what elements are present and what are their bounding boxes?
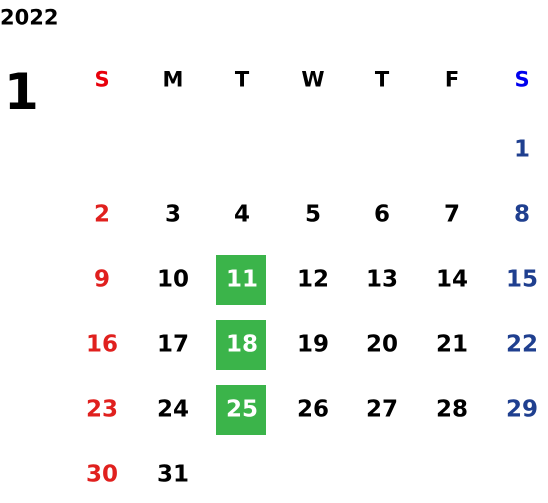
day: 19 <box>296 331 330 358</box>
day: 15 <box>505 266 539 293</box>
day: 27 <box>365 396 399 423</box>
weekday-header: T <box>234 67 250 92</box>
year: 2022 <box>0 5 59 30</box>
day: 23 <box>85 396 119 423</box>
day: 11 <box>225 266 259 293</box>
weekday-header: T <box>374 67 390 92</box>
day: 28 <box>435 396 469 423</box>
day: 5 <box>304 201 322 228</box>
day: 9 <box>93 266 111 293</box>
day: 20 <box>365 331 399 358</box>
day: 24 <box>156 396 190 423</box>
highlight-box <box>216 255 266 305</box>
day: 25 <box>225 396 259 423</box>
day: 7 <box>443 201 461 228</box>
highlight-box <box>216 320 266 370</box>
month: 1 <box>4 63 39 121</box>
weekday-header: S <box>94 67 110 92</box>
day: 14 <box>435 266 469 293</box>
highlight-box <box>216 385 266 435</box>
day: 16 <box>85 331 119 358</box>
day: 4 <box>233 201 251 228</box>
weekday-header: M <box>162 67 184 92</box>
day: 26 <box>296 396 330 423</box>
day: 8 <box>513 201 531 228</box>
day: 31 <box>156 461 190 488</box>
day: 10 <box>156 266 190 293</box>
day: 2 <box>93 201 111 228</box>
day: 18 <box>225 331 259 358</box>
day: 30 <box>85 461 119 488</box>
day: 1 <box>513 136 531 163</box>
day: 13 <box>365 266 399 293</box>
day: 21 <box>435 331 469 358</box>
day: 29 <box>505 396 539 423</box>
day: 3 <box>164 201 182 228</box>
day: 6 <box>373 201 391 228</box>
day: 12 <box>296 266 330 293</box>
weekday-header: W <box>301 67 325 92</box>
day: 17 <box>156 331 190 358</box>
day: 22 <box>505 331 539 358</box>
weekday-header: F <box>444 67 460 92</box>
weekday-header: S <box>514 67 530 92</box>
